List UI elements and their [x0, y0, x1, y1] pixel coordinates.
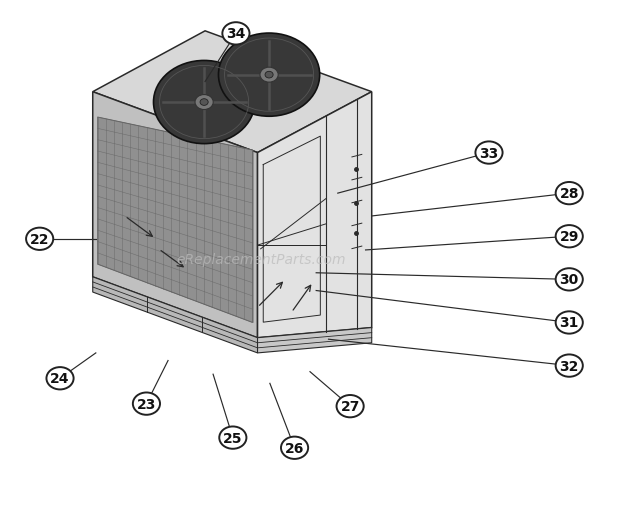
Circle shape: [223, 23, 249, 45]
Text: 31: 31: [559, 316, 579, 330]
Circle shape: [476, 142, 503, 164]
Circle shape: [556, 225, 583, 248]
Text: 25: 25: [223, 431, 242, 445]
Polygon shape: [98, 118, 252, 323]
Polygon shape: [257, 93, 372, 338]
Polygon shape: [93, 277, 257, 353]
Polygon shape: [257, 328, 372, 353]
Text: 32: 32: [559, 359, 579, 373]
Text: 28: 28: [559, 187, 579, 201]
Circle shape: [219, 427, 246, 449]
Circle shape: [200, 100, 208, 106]
Circle shape: [218, 34, 320, 117]
Circle shape: [46, 367, 74, 390]
Text: 30: 30: [560, 273, 579, 287]
Circle shape: [133, 393, 160, 415]
Text: 23: 23: [137, 397, 156, 411]
Polygon shape: [93, 32, 372, 153]
Text: 22: 22: [30, 232, 50, 246]
Circle shape: [556, 355, 583, 377]
Circle shape: [556, 183, 583, 205]
Circle shape: [26, 228, 53, 250]
Circle shape: [337, 395, 364, 417]
Text: 33: 33: [479, 146, 498, 160]
Text: eReplacementParts.com: eReplacementParts.com: [176, 252, 345, 267]
Text: 24: 24: [50, 372, 70, 385]
Circle shape: [281, 437, 308, 459]
Text: 34: 34: [226, 27, 246, 41]
Text: 27: 27: [340, 400, 360, 413]
Circle shape: [195, 95, 213, 110]
Circle shape: [154, 61, 255, 145]
Polygon shape: [93, 93, 257, 338]
Circle shape: [556, 312, 583, 334]
Circle shape: [260, 68, 278, 83]
Circle shape: [265, 72, 273, 79]
Text: 29: 29: [559, 230, 579, 244]
Text: 26: 26: [285, 441, 304, 455]
Circle shape: [556, 269, 583, 291]
